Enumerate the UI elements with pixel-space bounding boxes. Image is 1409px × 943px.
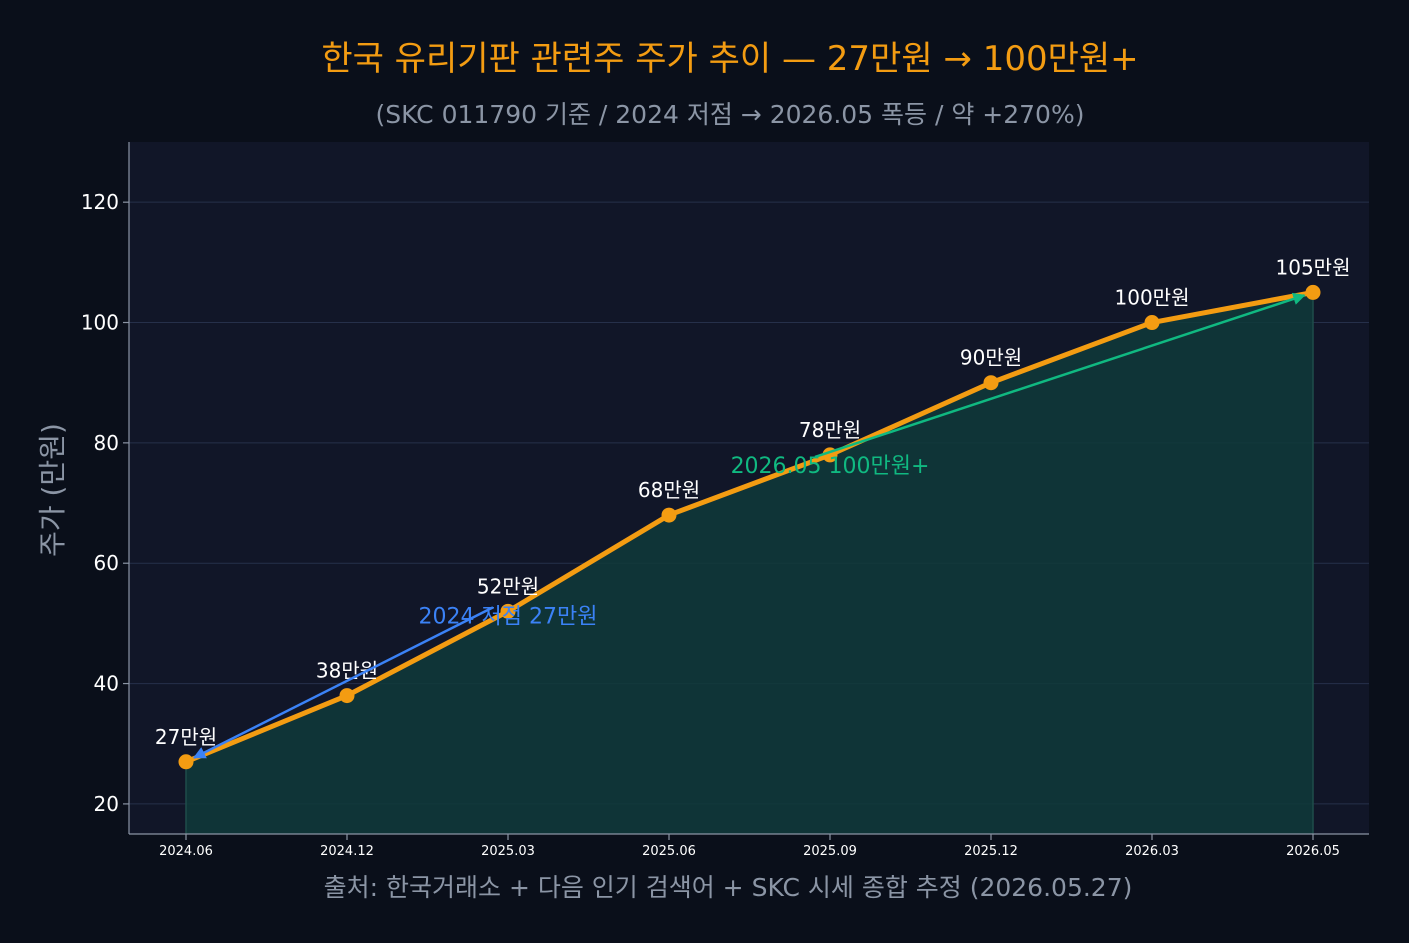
data-point: [178, 754, 194, 770]
annotation-arrow: [192, 606, 494, 759]
x-tick-label: 2026.05: [1286, 844, 1340, 859]
data-point: [339, 688, 355, 704]
chart-subtitle: (SKC 011790 기준 / 2024 저점 → 2026.05 폭등 / …: [376, 100, 1085, 129]
annotation-text: 2024 저점 27만원: [419, 604, 598, 629]
x-tick-label: 2025.12: [964, 844, 1018, 859]
y-axis-label: 주가 (만원): [36, 423, 69, 557]
y-ticks: 20 40 60 80 100 120: [81, 190, 129, 816]
data-label: 27만원: [155, 725, 217, 749]
y-tick-label: 120: [81, 190, 119, 214]
data-label: 68만원: [638, 478, 700, 502]
x-tick-label: 2025.09: [803, 844, 857, 859]
data-point: [500, 603, 516, 619]
data-point: [1305, 284, 1321, 300]
chart-title: 한국 유리기판 관련주 주가 추이 — 27만원 → 100만원+: [321, 39, 1138, 79]
y-tick-label: 40: [94, 672, 119, 696]
data-label: 52만원: [477, 574, 539, 598]
source-note: 출처: 한국거래소 + 다음 인기 검색어 + SKC 시세 종합 추정 (20…: [324, 873, 1133, 902]
x-ticks: 2024.06 2024.12 2025.03 2025.06 2025.09 2025.…: [159, 834, 1340, 859]
x-tick-label: 2024.12: [320, 844, 374, 859]
data-point: [983, 375, 999, 391]
y-tick-label: 60: [94, 551, 119, 575]
series-line: [185, 289, 1314, 765]
data-label: 78만원: [799, 418, 861, 442]
x-tick-label: 2025.03: [481, 844, 535, 859]
x-tick-label: 2026.03: [1125, 844, 1179, 859]
y-tick-label: 80: [94, 431, 119, 455]
area-fill: [186, 292, 1313, 834]
x-tick-label: 2024.06: [159, 844, 213, 859]
annotation-arrow: [814, 292, 1306, 459]
x-tick-label: 2025.06: [642, 844, 696, 859]
data-point: [661, 507, 677, 523]
data-label: 100만원: [1115, 286, 1190, 310]
y-tick-label: 100: [81, 311, 119, 335]
y-tick-label: 20: [94, 792, 119, 816]
data-label: 90만원: [960, 346, 1022, 370]
data-label: 105만원: [1276, 255, 1351, 279]
data-point: [1144, 315, 1160, 331]
annotation-text: 2026.05 100만원+: [731, 454, 930, 479]
annotations: 2024 저점 27만원 2026.05 100만원+: [192, 292, 1306, 759]
